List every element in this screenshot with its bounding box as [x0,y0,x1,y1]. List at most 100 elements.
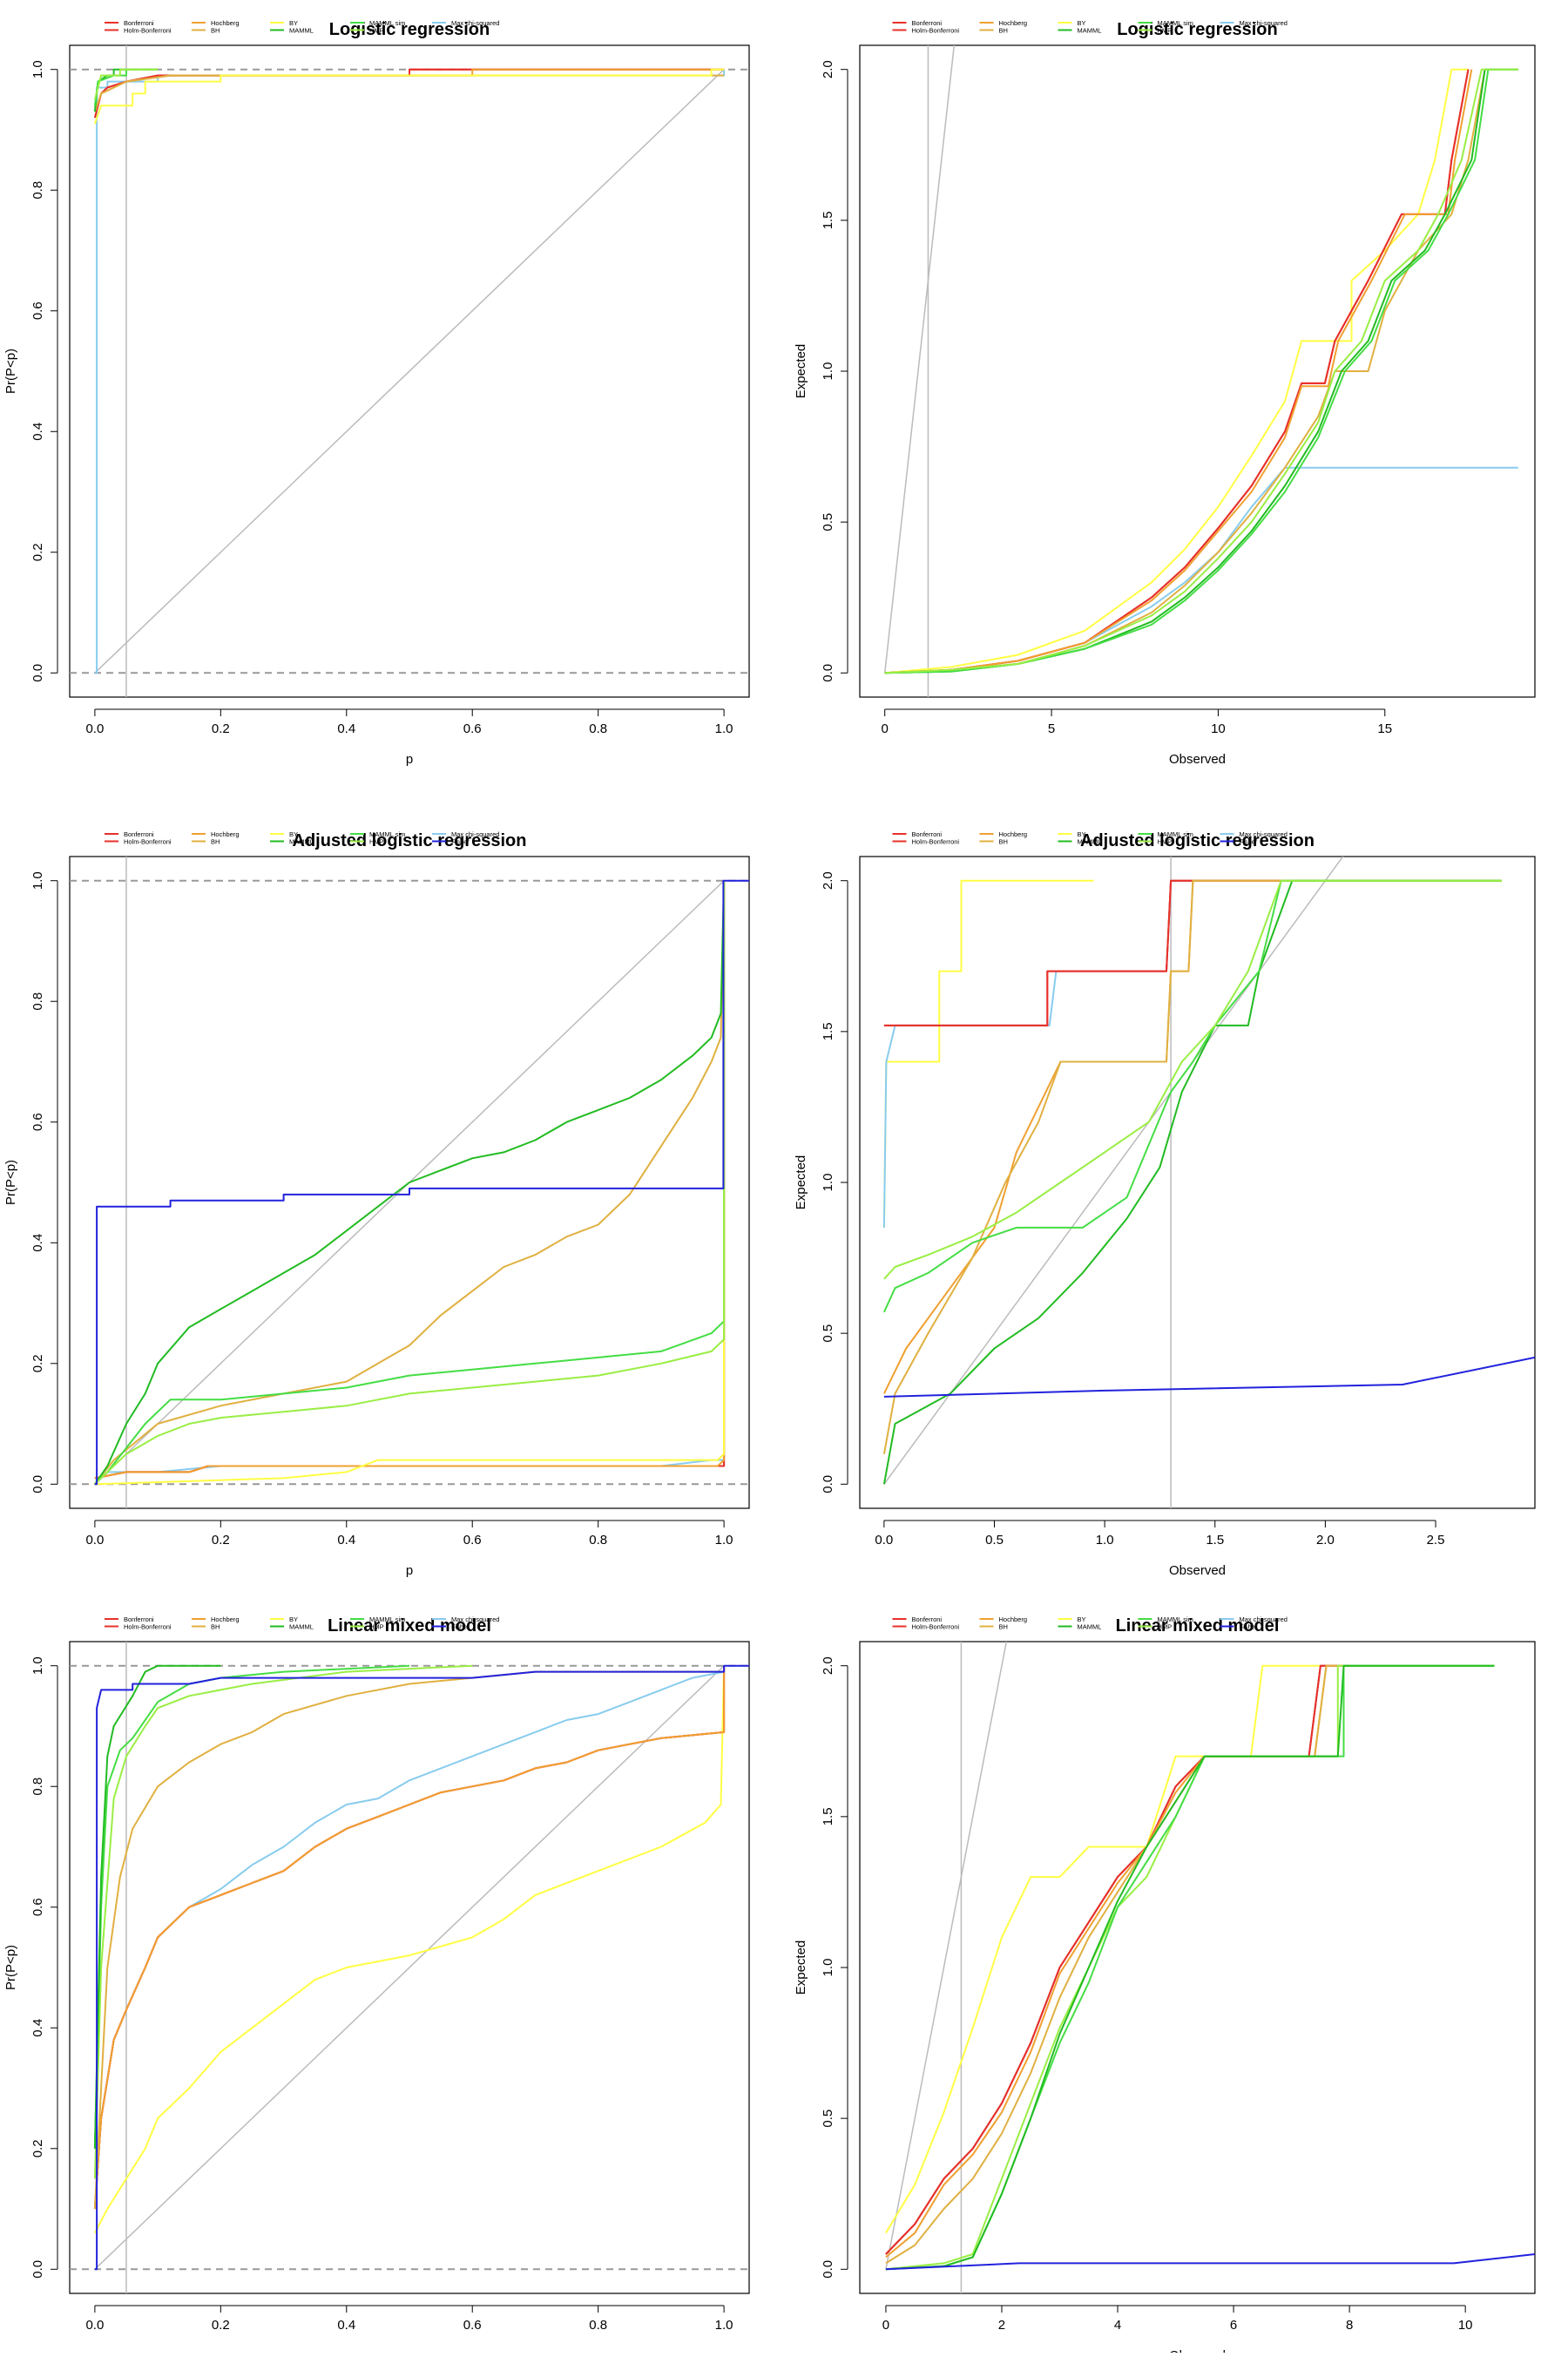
y-tick-label: 1.5 [821,211,835,229]
legend-label: MAMML [289,26,314,34]
chart-title: Adjusted logistic regression [293,831,527,850]
series-hmp [93,68,159,100]
y-tick-label: 0.4 [30,2019,45,2037]
legend-label: MAMML sim [369,1615,405,1623]
chart-p1: Logistic regression BonferroniHolm-Bonfer… [3,19,750,767]
y-tick-label: 0.6 [30,301,45,320]
x-axis: 0.0 0.2 0.4 0.6 0.8 1.0 [85,708,733,736]
legend-label: HMP [1158,837,1173,845]
y-tick-label: 1.0 [821,1174,835,1192]
y-tick-label: 0.5 [821,2110,835,2128]
series-mamml-sim [94,880,726,1486]
y-axis-label: Expected [794,344,808,399]
x-axis-label: Observed [1169,1563,1226,1578]
legend-label: HMP [369,837,384,845]
series-max-chi-squared [93,1670,725,2210]
legend-label: Fisher [451,1622,470,1630]
legend-label: BH [211,837,220,845]
y-tick-label: 0.6 [30,1113,45,1131]
x-tick-label: 0.0 [875,1533,893,1548]
x-tick-label: 0.0 [85,2318,104,2333]
legend-label: Hochberg [999,830,1028,838]
diagonal-line [883,857,1344,1485]
y-tick-label: 2.0 [821,1656,835,1675]
y-axis-label: Pr(P<p) [3,1945,18,1990]
y-axis-label: Pr(P<p) [3,1160,18,1205]
legend-label: Fisher [451,837,470,845]
series-bonferroni [93,1665,726,2210]
chart-title: Linear mixed model [1116,1616,1280,1636]
x-tick-label: 0.6 [463,721,482,736]
series-mamml [882,879,1502,1485]
y-tick-label: 1.0 [30,60,45,78]
y-tick-label: 0.4 [30,423,45,441]
y-tick-label: 0.4 [30,1234,45,1252]
plot-area [70,45,749,697]
legend-label: Hochberg [999,19,1028,27]
chart-title: Logistic regression [329,20,490,39]
legend-label: Hochberg [211,19,240,27]
y-tick-label: 1.0 [30,871,45,890]
y-tick-label: 2.0 [821,60,835,78]
y-tick-label: 2.0 [821,871,835,890]
y-axis: 0.0 0.2 0.4 0.6 0.8 1.0 [30,871,58,1493]
x-tick-label: 1.0 [1096,1533,1114,1548]
diagonal-line [94,69,725,674]
plot-frame [69,856,750,1509]
series-fisher [885,2253,1535,2271]
legend-label: Bonferroni [912,19,943,27]
series-holm-bonferroni [93,1665,726,2210]
y-tick-label: 0.0 [821,664,835,682]
legend-label: MAMML sim [369,830,405,838]
x-tick-label: 0.0 [85,1533,104,1548]
series-mamml [884,68,1518,674]
diagonal-line [94,1665,725,2270]
y-tick-label: 1.5 [821,1807,835,1825]
y-tick-label: 1.0 [30,1656,45,1675]
y-tick-label: 0.0 [30,664,45,682]
legend-label: HMP [369,1622,384,1630]
chart-p3: Adjusted logistic regressionBonferroniHo… [3,830,750,1578]
legend: BonferroniHolm-BonferroniHochbergBHBYMAM… [105,19,499,34]
plot-area [70,1642,749,2293]
legend-label: Max chi-squared [451,830,499,838]
legend-label: BH [999,26,1008,34]
x-tick-label: 5 [1048,721,1055,736]
legend-label: BY [1078,1615,1086,1623]
series-bonferroni [93,68,725,119]
x-tick-label: 0.5 [985,1533,1004,1548]
x-tick-label: 0.8 [589,721,607,736]
y-tick-label: 0.0 [821,2260,835,2279]
legend-label: MAMML [289,837,314,845]
series-hochberg [884,69,1473,674]
x-tick-label: 8 [1346,2318,1353,2333]
legend-label: Holm-Bonferroni [912,837,960,845]
y-axis-label: Pr(P<p) [3,349,18,394]
legend-label: Max chi-squared [451,19,499,27]
series-mamml [94,880,726,1485]
x-tick-label: 2.5 [1427,1533,1445,1548]
plot-area [70,857,749,1508]
x-axis: 0.0 0.2 0.4 0.6 0.8 1.0 [85,2305,733,2333]
legend-label: BY [1078,19,1086,27]
chart-p4: Adjusted logistic regressionBonferroniHo… [794,830,1536,1578]
legend-label: Fisher [1240,1622,1258,1630]
diagonal-line [883,45,956,674]
y-tick-label: 0.0 [30,1475,45,1493]
series-by [93,68,725,125]
series-mamml-sim [93,1664,410,2149]
series-holm-bonferroni [885,1664,1350,2255]
x-tick-label: 0 [882,721,889,736]
series-bh [93,1670,725,2210]
x-tick-label: 0.6 [463,1533,482,1548]
series-bonferroni [884,69,1470,674]
legend-label: BY [289,830,298,838]
legend-label: Bonferroni [124,19,154,27]
legend-label: Max chi-squared [451,1615,499,1623]
x-axis-label: Observed [1169,752,1226,767]
legend-label: HMP [1158,26,1173,34]
legend-label: BH [999,837,1008,845]
y-tick-label: 0.8 [30,181,45,200]
x-tick-label: 1.5 [1206,1533,1224,1548]
